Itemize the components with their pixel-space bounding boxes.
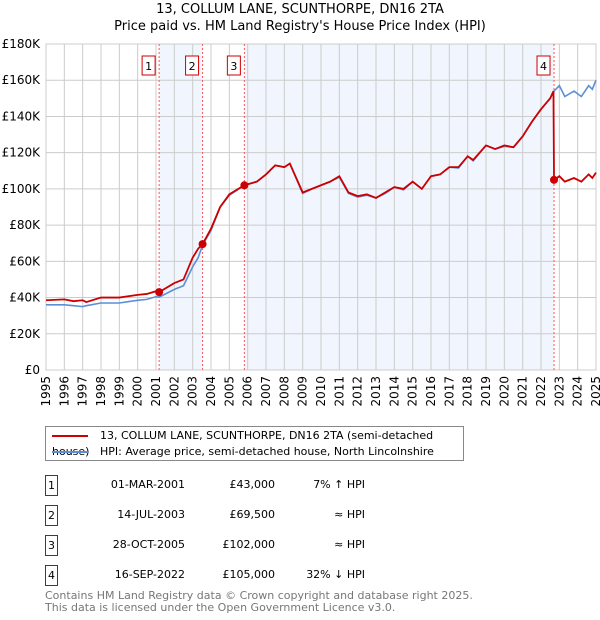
sale-label: 4 xyxy=(540,60,547,73)
chart-title: 13, COLLUM LANE, SCUNTHORPE, DN16 2TA xyxy=(156,2,444,17)
shaded-span xyxy=(159,44,203,370)
transaction-marker: 3 xyxy=(45,535,58,556)
sale-label-box xyxy=(185,55,200,76)
transaction-hpi-relation: 32% ↓ HPI xyxy=(306,568,365,581)
y-tick-label: £20K xyxy=(9,327,41,341)
y-tick-label: £160K xyxy=(2,73,42,87)
x-tick-label: 1997 xyxy=(76,376,90,407)
y-tick-label: £120K xyxy=(2,146,42,160)
sale-point xyxy=(240,181,249,190)
sale-point xyxy=(155,288,164,297)
x-tick-label: 2003 xyxy=(186,376,200,407)
y-tick-label: £180K xyxy=(2,37,42,51)
transaction-row: 4 16-SEP-2022 £105,000 32% ↓ HPI xyxy=(45,565,465,586)
transaction-date: 16-SEP-2022 xyxy=(114,568,185,581)
transaction-row: 3 28-OCT-2005 £102,000 ≈ HPI xyxy=(45,535,465,556)
x-tick-label: 2025 xyxy=(589,376,600,407)
transaction-marker: 2 xyxy=(45,505,58,526)
x-tick-label: 2020 xyxy=(497,376,511,407)
x-tick-label: 1999 xyxy=(112,376,126,407)
x-tick-label: 2007 xyxy=(259,376,273,407)
x-tick-label: 2019 xyxy=(479,376,493,407)
x-tick-label: 2018 xyxy=(461,376,475,407)
sale-point xyxy=(198,240,207,249)
legend-item-hpi: HPI: Average price, semi-detached house,… xyxy=(52,444,434,460)
transaction-price: £69,500 xyxy=(229,508,276,521)
x-tick-label: 2016 xyxy=(424,376,438,407)
transaction-row: 1 01-MAR-2001 £43,000 7% ↑ HPI xyxy=(45,475,465,496)
x-tick-label: 2011 xyxy=(332,376,346,407)
transaction-price: £105,000 xyxy=(222,568,276,581)
sale-label-box xyxy=(536,55,551,76)
transaction-price: £43,000 xyxy=(229,478,276,491)
x-tick-label: 2010 xyxy=(314,376,328,407)
chart-subtitle: Price paid vs. HM Land Registry's House … xyxy=(114,19,486,34)
sale-label: 2 xyxy=(189,60,196,73)
legend: 13, COLLUM LANE, SCUNTHORPE, DN16 2TA (s… xyxy=(45,426,464,461)
transaction-date: 14-JUL-2003 xyxy=(117,508,185,521)
transaction-marker: 1 xyxy=(45,475,58,496)
sale-label: 1 xyxy=(145,60,152,73)
transaction-date: 28-OCT-2005 xyxy=(112,538,185,551)
transaction-hpi-relation: 7% ↑ HPI xyxy=(313,478,365,491)
shaded-span xyxy=(244,44,555,370)
sale-label-box xyxy=(226,55,241,76)
x-tick-label: 2022 xyxy=(534,376,548,407)
x-tick-label: 1995 xyxy=(39,376,53,407)
x-tick-label: 2023 xyxy=(552,376,566,407)
plot-frame xyxy=(45,43,597,371)
y-tick-label: £140K xyxy=(2,109,42,123)
x-tick-label: 2009 xyxy=(296,376,310,407)
y-tick-label: £40K xyxy=(9,291,41,305)
x-tick-label: 2008 xyxy=(277,376,291,407)
y-tick-label: £100K xyxy=(2,182,42,196)
y-tick-label: £0 xyxy=(25,363,40,377)
x-tick-label: 2002 xyxy=(167,376,181,407)
x-tick-label: 2001 xyxy=(149,376,163,407)
sale-label: 3 xyxy=(230,60,237,73)
sale-label-box xyxy=(141,55,156,76)
price-chart: £0 £20K £40K £60K £80K £100K £120K £140K £160K £1… xyxy=(2,37,600,407)
x-tick-label: 2014 xyxy=(387,376,401,407)
footer-licence: This data is licensed under the Open Gov… xyxy=(45,601,396,614)
x-tick-label: 1998 xyxy=(94,376,108,407)
legend-swatch-property xyxy=(52,435,88,437)
y-tick-label: £60K xyxy=(9,254,41,268)
footer-copyright: Contains HM Land Registry data © Crown c… xyxy=(45,589,473,602)
transaction-date: 01-MAR-2001 xyxy=(110,478,185,491)
transaction-hpi-relation: ≈ HPI xyxy=(334,538,365,551)
x-tick-label: 2017 xyxy=(442,376,456,407)
sale-point xyxy=(550,175,559,184)
legend-label-hpi: HPI: Average price, semi-detached house,… xyxy=(100,445,434,458)
x-tick-label: 2013 xyxy=(369,376,383,407)
legend-item-property: 13, COLLUM LANE, SCUNTHORPE, DN16 2TA (s… xyxy=(52,428,463,458)
transaction-price: £102,000 xyxy=(222,538,276,551)
x-tick-label: 2000 xyxy=(131,376,145,407)
x-tick-label: 2015 xyxy=(406,376,420,407)
y-tick-label: £80K xyxy=(9,218,41,232)
x-tick-label: 2006 xyxy=(241,376,255,407)
transaction-row: 2 14-JUL-2003 £69,500 ≈ HPI xyxy=(45,505,465,526)
legend-swatch-hpi xyxy=(52,451,88,453)
x-tick-label: 2012 xyxy=(351,376,365,407)
x-tick-label: 2024 xyxy=(571,376,585,407)
footer: Contains HM Land Registry data © Crown c… xyxy=(45,590,473,614)
transaction-marker: 4 xyxy=(45,565,58,586)
x-tick-label: 1996 xyxy=(57,376,71,407)
x-tick-label: 2005 xyxy=(222,376,236,407)
x-tick-label: 2021 xyxy=(516,376,530,407)
transaction-hpi-relation: ≈ HPI xyxy=(334,508,365,521)
x-tick-label: 2004 xyxy=(204,376,218,407)
